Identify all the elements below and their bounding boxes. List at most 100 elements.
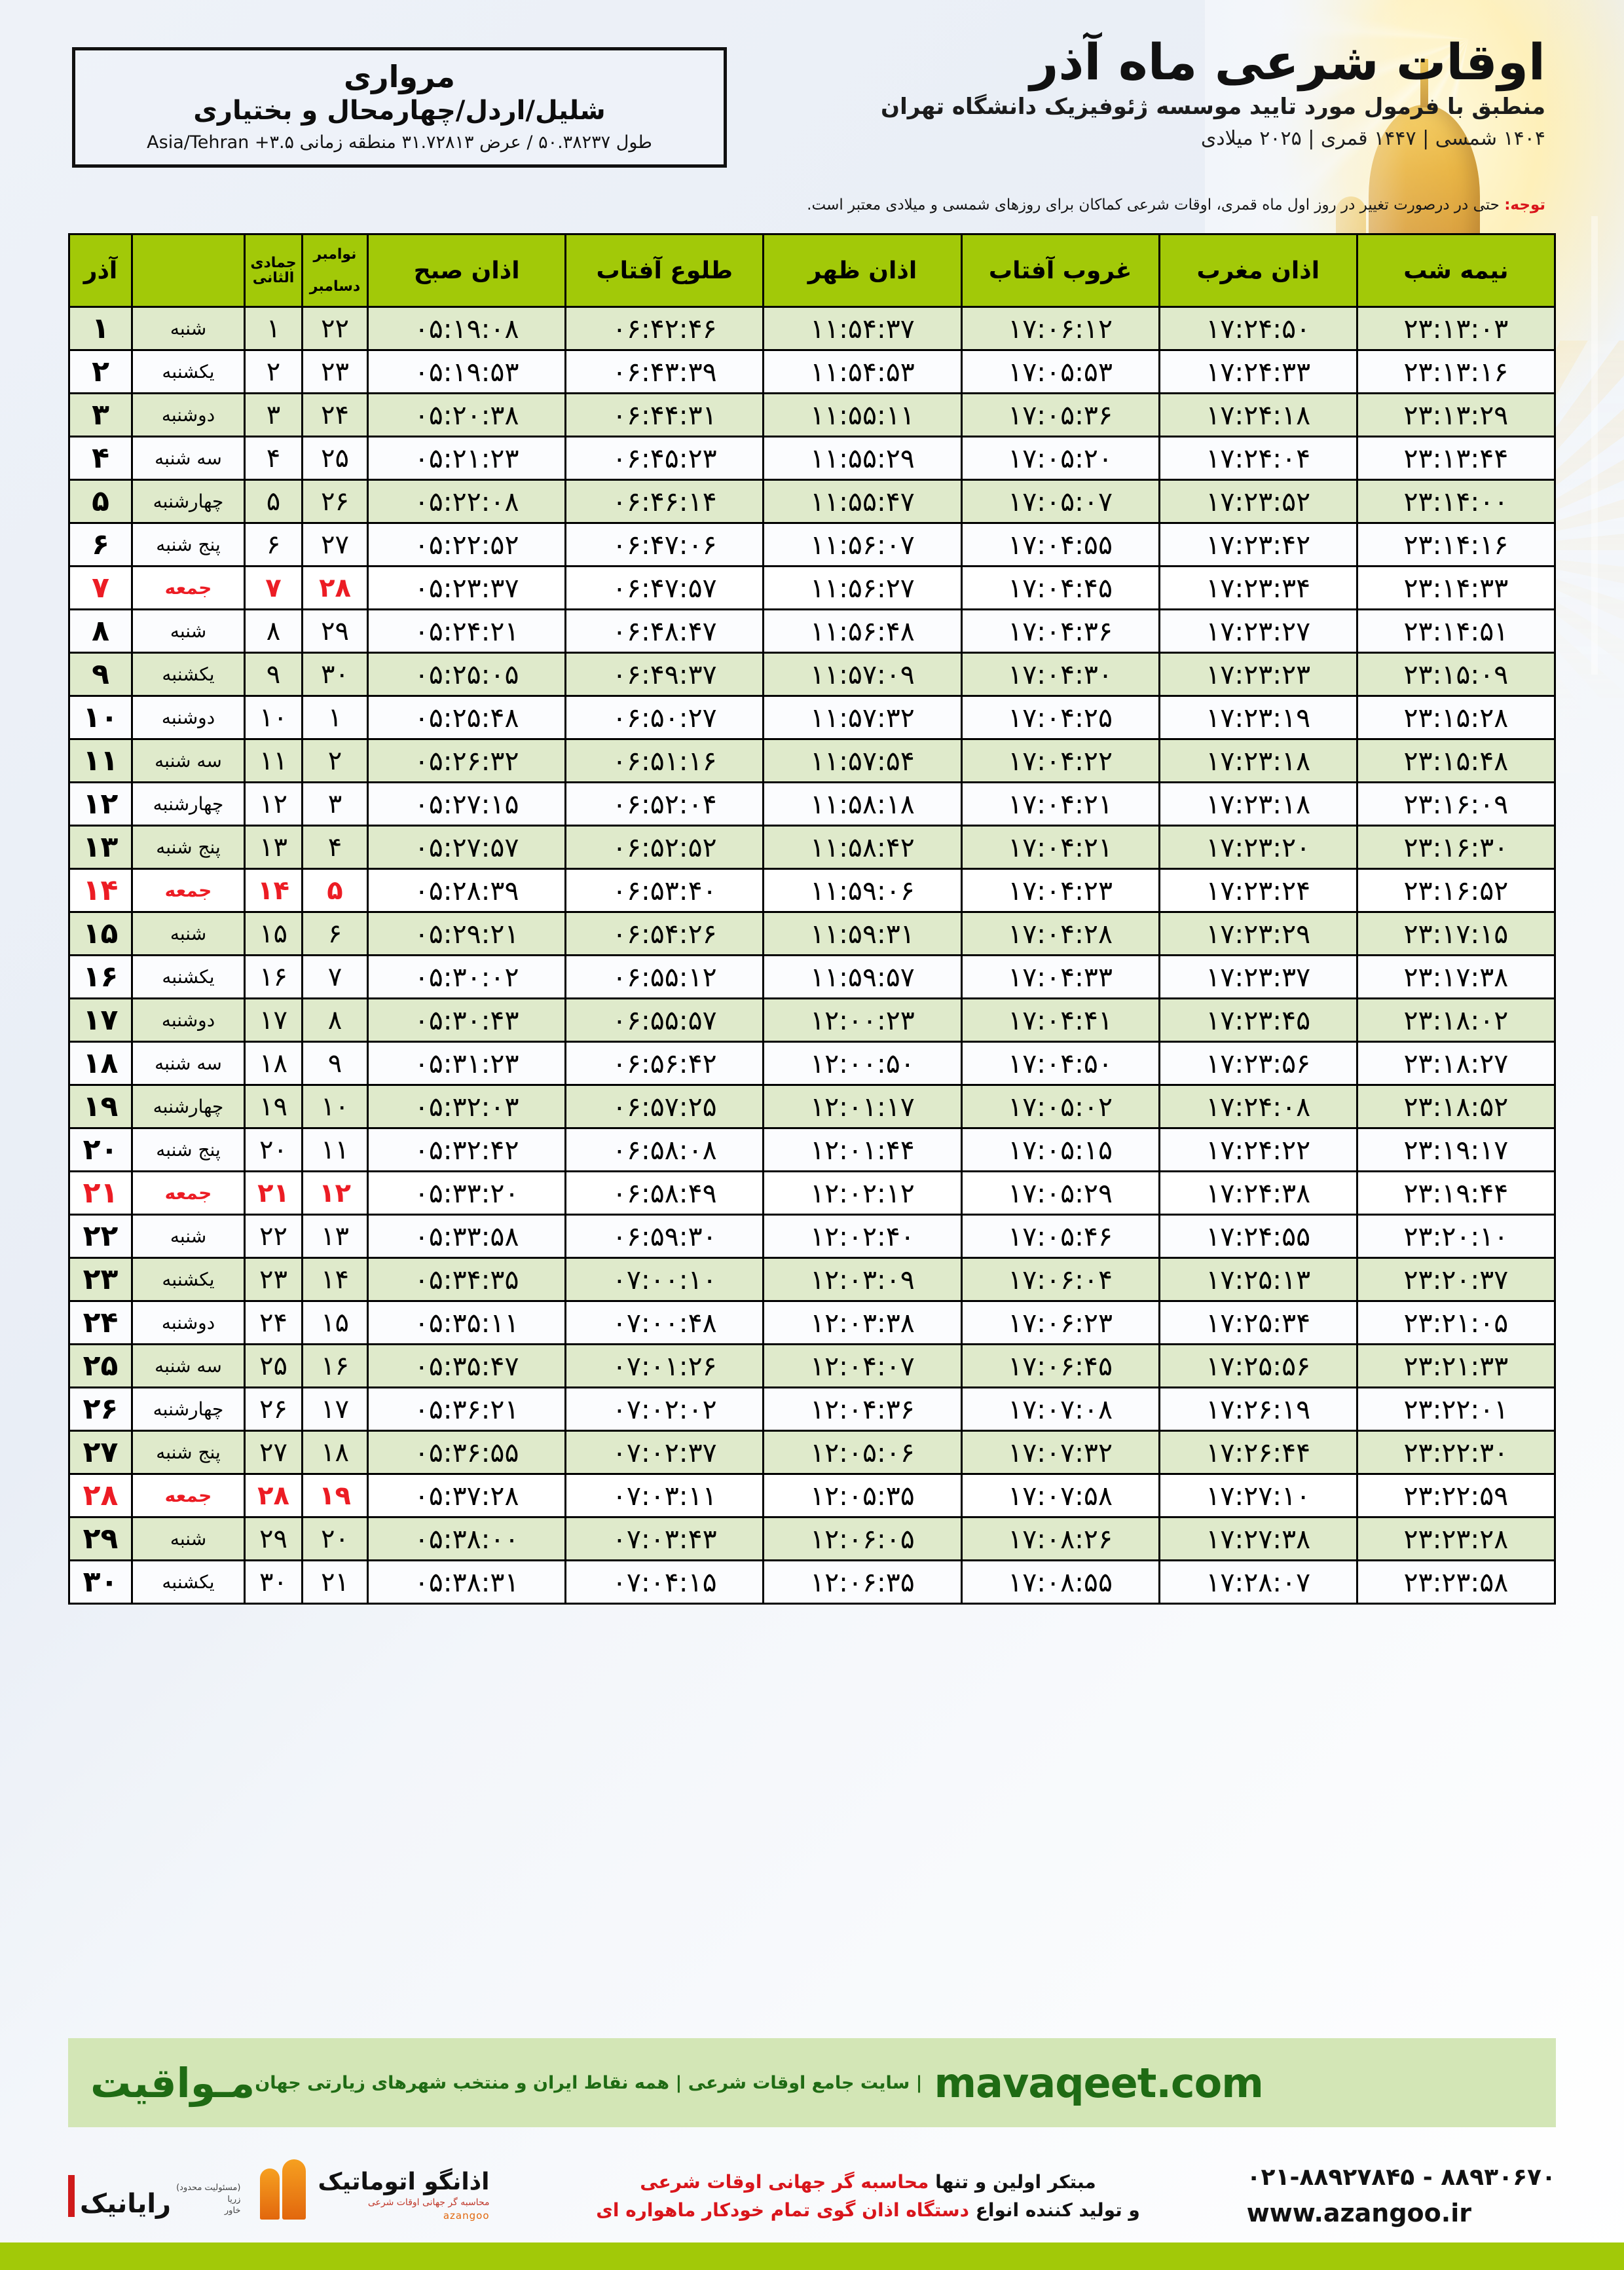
col-header-nime-shab: نیمه شب <box>1356 233 1557 308</box>
ghorub-aftab-value: ۱۷:۰۴:۲۲ <box>960 738 1160 783</box>
azan-sobh-value: ۰۵:۳۴:۳۵ <box>366 1257 567 1302</box>
ghorub-aftab-value: ۱۷:۰۷:۳۲ <box>960 1430 1160 1475</box>
tolue-aftab-value: ۰۶:۴۴:۳۱ <box>564 392 765 437</box>
ghorub-aftab-value: ۱۷:۰۴:۳۰ <box>960 652 1160 697</box>
table-row: ۲۳:۱۴:۳۳ ۱۷:۲۳:۳۴ ۱۷:۰۴:۴۵ ۱۱:۵۶:۲۷ ۰۶:۴۷:۵۷… <box>68 565 1557 610</box>
azan-sobh-value: ۰۵:۱۹:۵۳ <box>366 349 567 394</box>
contact-block: ۰۲۱-۸۸۹۲۷۸۴۵ - ۸۸۹۳۰۶۷۰ www.azangoo.ir <box>1247 2161 1556 2231</box>
ghorub-aftab-value: ۱۷:۰۴:۵۵ <box>960 522 1160 567</box>
azan-maghreb-value: ۱۷:۲۴:۲۲ <box>1158 1127 1358 1172</box>
azan-sobh-value: ۰۵:۳۶:۵۵ <box>366 1430 567 1475</box>
tolue-aftab-value: ۰۶:۴۷:۰۶ <box>564 522 765 567</box>
rayanik-logo[interactable]: (مسئولیت محدود) زریا خاور رایانیک <box>68 2175 240 2217</box>
title-block: اوقات شرعی ماه آذر منطبق با فرمول مورد ت… <box>773 34 1546 150</box>
azan-sobh-value: ۰۵:۲۴:۲۱ <box>366 608 567 654</box>
tolue-aftab-value: ۰۶:۵۲:۵۲ <box>564 825 765 870</box>
azan-maghreb-value: ۱۷:۲۳:۱۸ <box>1158 738 1358 783</box>
location-info-box: مرواری شلیل/اردل/چهارمحال و بختیاری طول … <box>72 47 727 168</box>
qamari-date-value: ۶ <box>244 522 303 567</box>
azan-maghreb-value: ۱۷:۲۳:۲۰ <box>1158 825 1358 870</box>
ghorub-aftab-value: ۱۷:۰۶:۴۵ <box>960 1343 1160 1388</box>
qamari-date-value: ۱۶ <box>244 954 303 999</box>
weekday-name-value: چهارشنبه <box>131 1386 246 1432</box>
azar-day-value: ۱۷ <box>68 997 133 1043</box>
slogan-line-2: و تولید کننده انواع دستگاه اذان گوی تمام… <box>509 2196 1227 2224</box>
miladi-date-value: ۱۱ <box>301 1127 369 1172</box>
footer-logos: اذانگو اتوماتیک محاسبه گر جهانی اوقات شر… <box>68 2159 490 2230</box>
azan-maghreb-value: ۱۷:۲۳:۴۵ <box>1158 997 1358 1043</box>
miladi-date-value: ۱۳ <box>301 1214 369 1259</box>
nime-shab-value: ۲۳:۱۳:۱۶ <box>1356 349 1557 394</box>
miladi-date-value: ۹ <box>301 1041 369 1086</box>
ghorub-aftab-value: ۱۷:۰۸:۵۵ <box>960 1559 1160 1605</box>
note-label: توجه: <box>1504 196 1545 214</box>
qamari-date-value: ۱۲ <box>244 781 303 827</box>
weekday-name-value: جمعه <box>131 565 246 610</box>
slogan-1-highlight: محاسبه گر جهانی اوقات شرعی <box>640 2170 929 2193</box>
azan-sobh-value: ۰۵:۳۸:۳۱ <box>366 1559 567 1605</box>
qamari-date-value: ۲۵ <box>244 1343 303 1388</box>
col-header-ghorub-aftab: غروب آفتاب <box>960 233 1160 308</box>
nime-shab-value: ۲۳:۲۳:۵۸ <box>1356 1559 1557 1605</box>
nime-shab-value: ۲۳:۱۹:۴۴ <box>1356 1170 1557 1216</box>
azan-maghreb-value: ۱۷:۲۳:۱۹ <box>1158 695 1358 740</box>
col-header-qamari: جمادی الثانی <box>244 233 303 308</box>
azan-maghreb-value: ۱۷:۲۶:۴۴ <box>1158 1430 1358 1475</box>
azangoo-logo[interactable]: اذانگو اتوماتیک محاسبه گر جهانی اوقات شر… <box>255 2159 490 2230</box>
ghorub-aftab-value: ۱۷:۰۴:۲۱ <box>960 781 1160 827</box>
azan-zohr-value: ۱۱:۵۹:۵۷ <box>762 954 963 999</box>
qamari-date-value: ۱۳ <box>244 825 303 870</box>
slogan-2-plain: و تولید کننده انواع <box>975 2199 1140 2221</box>
azan-zohr-value: ۱۲:۰۴:۳۶ <box>762 1386 963 1432</box>
nime-shab-value: ۲۳:۱۳:۲۹ <box>1356 392 1557 437</box>
mavaqeet-domain[interactable]: mavaqeet.com <box>934 2058 1264 2107</box>
nime-shab-value: ۲۳:۲۰:۱۰ <box>1356 1214 1557 1259</box>
tolue-aftab-value: ۰۷:۰۴:۱۵ <box>564 1559 765 1605</box>
prayer-times-table: نیمه شب اذان مغرب غروب آفتاب اذان ظهر طل… <box>68 233 1557 1605</box>
city-name: مرواری <box>343 59 456 94</box>
minaret-logo-icon <box>255 2159 311 2230</box>
miladi-date-value: ۶ <box>301 911 369 956</box>
rayanik-name-fa: رایانیک <box>80 2189 172 2219</box>
miladi-date-value: ۸ <box>301 997 369 1043</box>
azan-zohr-value: ۱۲:۰۰:۵۰ <box>762 1041 963 1086</box>
ghorub-aftab-value: ۱۷:۰۷:۵۸ <box>960 1473 1160 1518</box>
azan-zohr-value: ۱۱:۵۸:۱۸ <box>762 781 963 827</box>
azan-sobh-value: ۰۵:۱۹:۰۸ <box>366 306 567 351</box>
weekday-name-value: دوشنبه <box>131 392 246 437</box>
table-row: ۲۳:۱۹:۱۷ ۱۷:۲۴:۲۲ ۱۷:۰۵:۱۵ ۱۲:۰۱:۴۴ ۰۶:۵۸:۰۸… <box>68 1127 1557 1172</box>
azar-day-value: ۷ <box>68 565 133 610</box>
weekday-name-value: شنبه <box>131 1214 246 1259</box>
azangoo-website[interactable]: www.azangoo.ir <box>1246 2198 1471 2227</box>
ghorub-aftab-value: ۱۷:۰۴:۴۱ <box>960 997 1160 1043</box>
nime-shab-value: ۲۳:۱۴:۱۶ <box>1356 522 1557 567</box>
miladi-date-value: ۲۹ <box>301 608 369 654</box>
azan-maghreb-value: ۱۷:۲۴:۰۴ <box>1158 436 1358 481</box>
miladi-month-nov: نوامبر <box>313 246 357 263</box>
nime-shab-value: ۲۳:۱۷:۱۵ <box>1356 911 1557 956</box>
table-row: ۲۳:۲۰:۳۷ ۱۷:۲۵:۱۳ ۱۷:۰۶:۰۴ ۱۲:۰۳:۰۹ ۰۷:۰۰:۱۰… <box>68 1257 1557 1302</box>
azar-day-value: ۲۶ <box>68 1386 133 1432</box>
azan-sobh-value: ۰۵:۳۰:۰۲ <box>366 954 567 999</box>
azan-zohr-value: ۱۲:۰۱:۴۴ <box>762 1127 963 1172</box>
weekday-name-value: شنبه <box>131 306 246 351</box>
azar-day-value: ۲۵ <box>68 1343 133 1388</box>
azan-maghreb-value: ۱۷:۲۳:۲۹ <box>1158 911 1358 956</box>
azan-zohr-value: ۱۲:۰۳:۳۸ <box>762 1300 963 1345</box>
azar-day-value: ۲۹ <box>68 1516 133 1561</box>
tolue-aftab-value: ۰۷:۰۳:۴۳ <box>564 1516 765 1561</box>
table-row: ۲۳:۲۲:۰۱ ۱۷:۲۶:۱۹ ۱۷:۰۷:۰۸ ۱۲:۰۴:۳۶ ۰۷:۰۲:۰۲… <box>68 1386 1557 1432</box>
table-row: ۲۳:۱۳:۱۶ ۱۷:۲۴:۳۳ ۱۷:۰۵:۵۳ ۱۱:۵۴:۵۳ ۰۶:۴۳:۳۹… <box>68 349 1557 394</box>
azan-zohr-value: ۱۲:۰۲:۴۰ <box>762 1214 963 1259</box>
table-row: ۲۳:۱۸:۰۲ ۱۷:۲۳:۴۵ ۱۷:۰۴:۴۱ ۱۲:۰۰:۲۳ ۰۶:۵۵:۵۷… <box>68 997 1557 1043</box>
miladi-date-value: ۲۲ <box>301 306 369 351</box>
table-row: ۲۳:۱۳:۴۴ ۱۷:۲۴:۰۴ ۱۷:۰۵:۲۰ ۱۱:۵۵:۲۹ ۰۶:۴۵:۲۳… <box>68 436 1557 481</box>
table-header-row: نیمه شب اذان مغرب غروب آفتاب اذان ظهر طل… <box>68 233 1557 308</box>
table-row: ۲۳:۱۳:۰۳ ۱۷:۲۴:۵۰ ۱۷:۰۶:۱۲ ۱۱:۵۴:۳۷ ۰۶:۴۲:۴۶… <box>68 306 1557 351</box>
region-name: شلیل/اردل/چهارمحال و بختیاری <box>193 95 606 126</box>
azan-zohr-value: ۱۱:۵۶:۲۷ <box>762 565 963 610</box>
miladi-date-value: ۲ <box>301 738 369 783</box>
mavaqeet-banner[interactable]: mavaqeet.com | سایت جامع اوقات شرعی | هم… <box>68 2038 1556 2127</box>
azar-day-value: ۱۸ <box>68 1041 133 1086</box>
